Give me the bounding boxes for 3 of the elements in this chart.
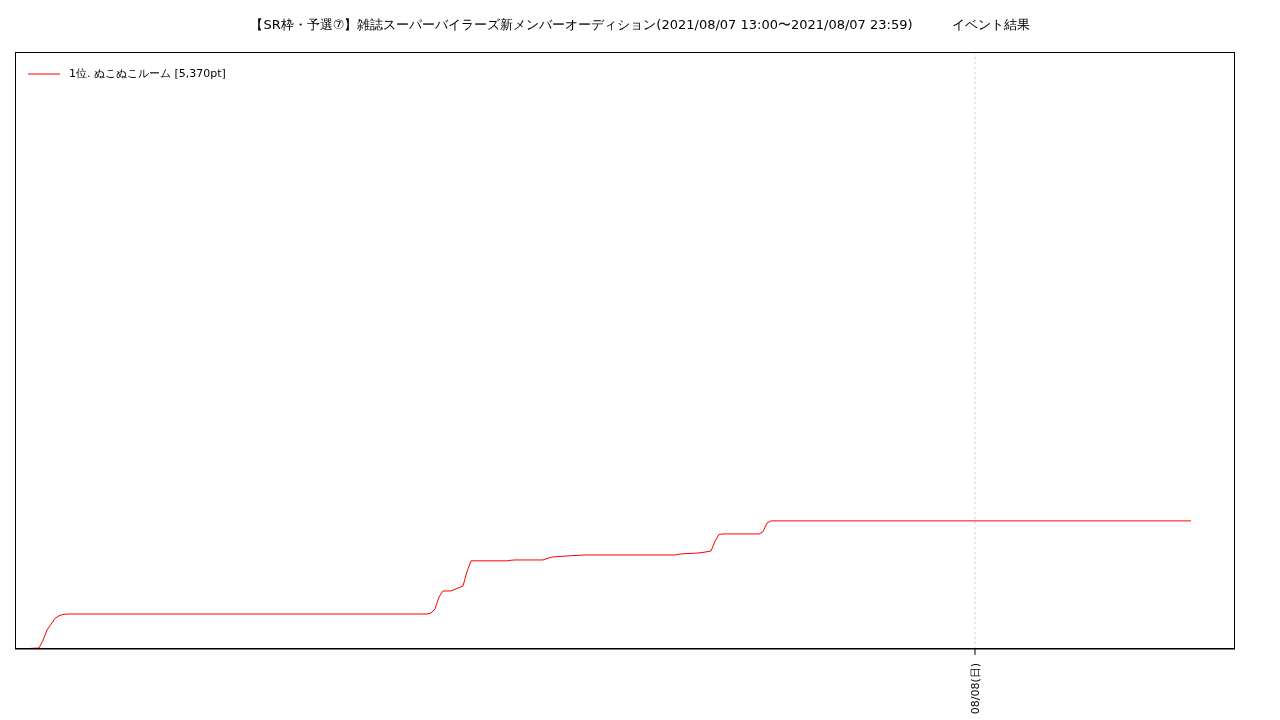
- text: 08/08(日): [968, 663, 982, 715]
- legend-label: 1位. ぬこぬこルーム [5,370pt]: [69, 66, 226, 81]
- chart-title: 【SR枠・予選⑦】雑誌スーパーバイラーズ新メンバーオーディション(2021/08/07 13:00〜2021/08/07 23:59) イベント結果: [249, 16, 1031, 34]
